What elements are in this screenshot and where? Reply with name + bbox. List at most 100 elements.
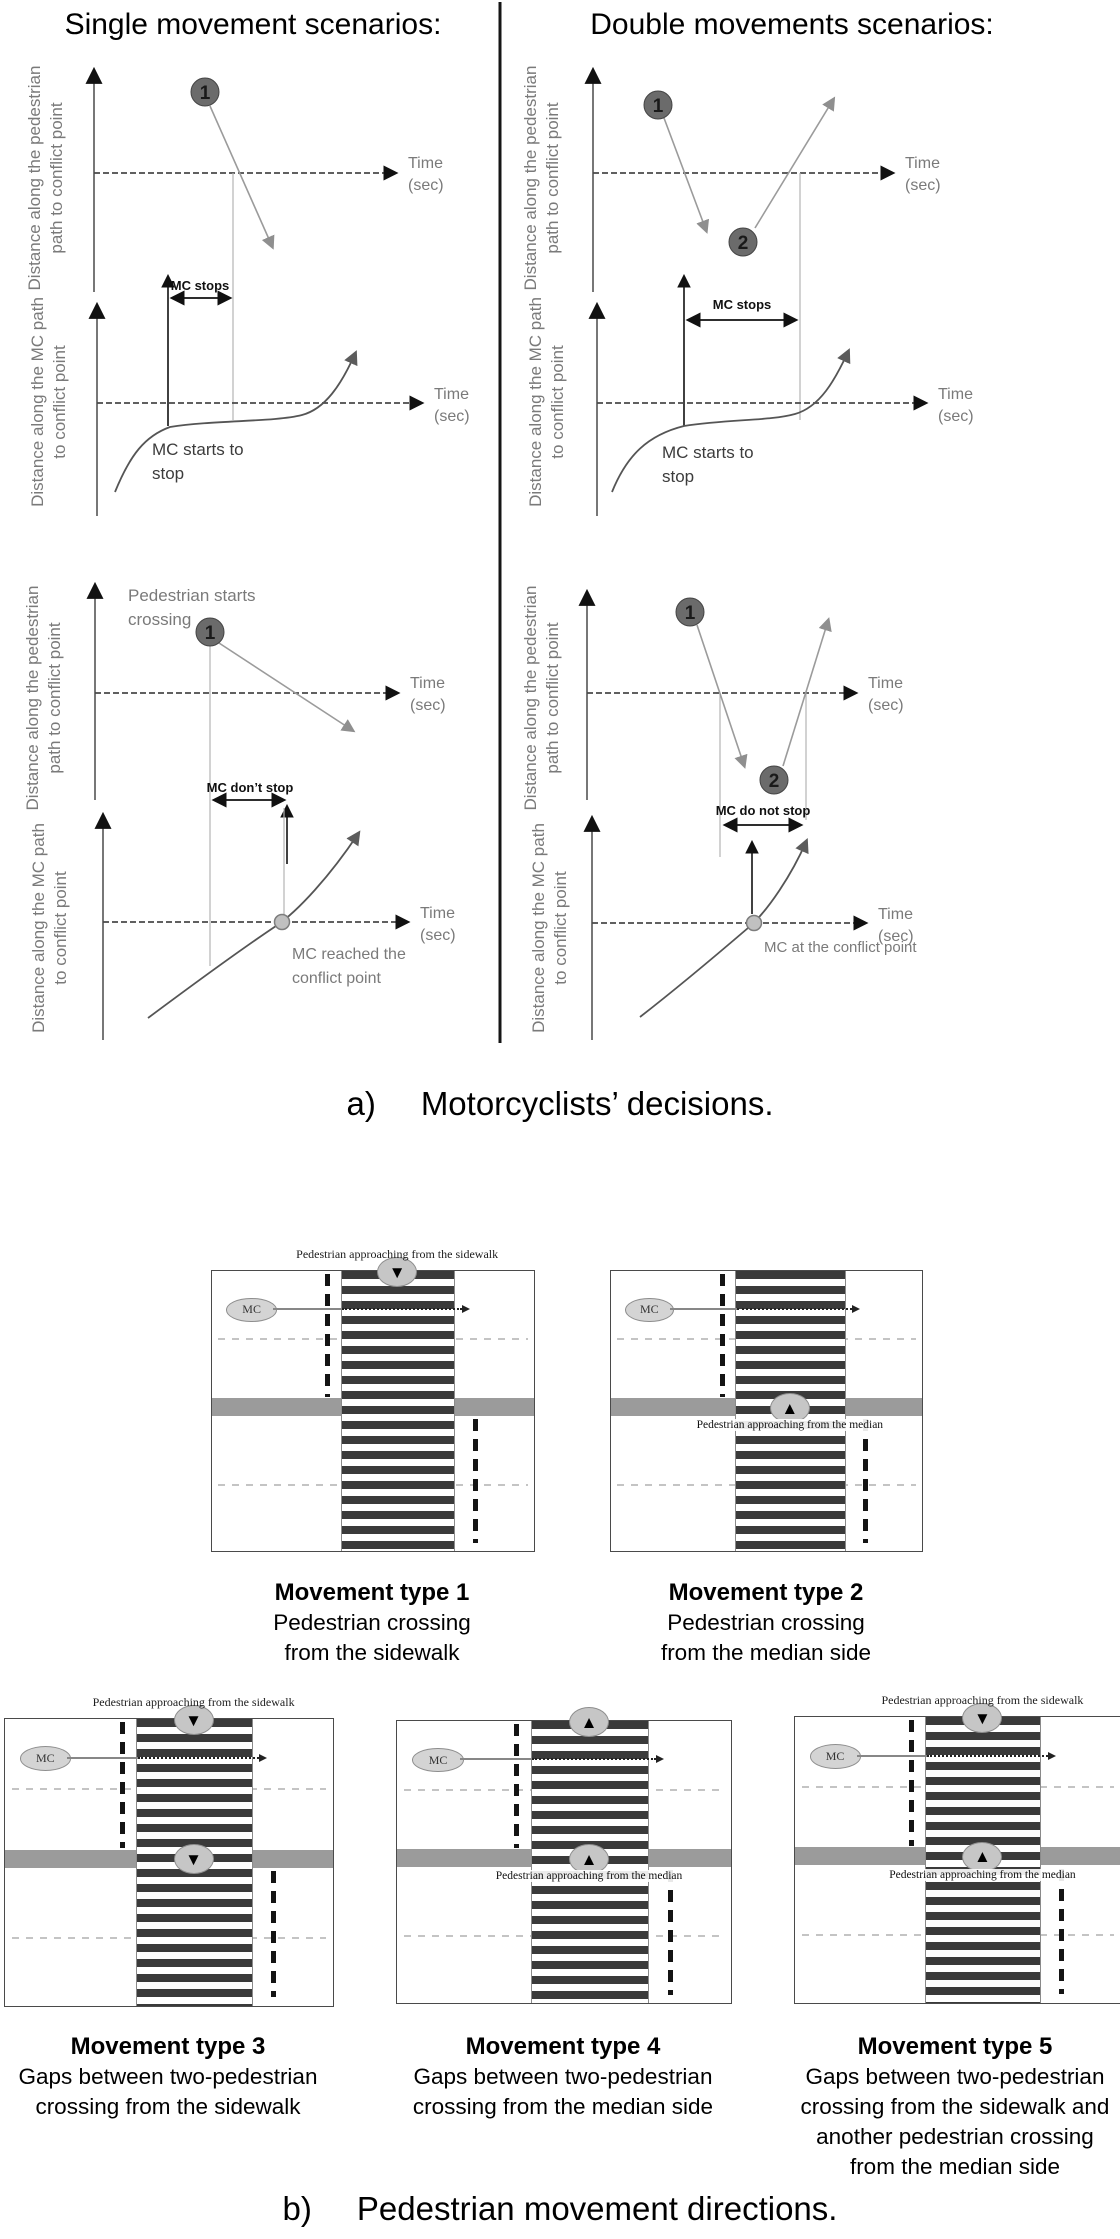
y-axis-label: Distance along the MC path: [529, 823, 548, 1033]
mc-path-dotted: [342, 1307, 462, 1310]
caption-line: from the median side: [849, 2154, 1061, 2179]
pedestrian-starts-label: Pedestrian starts: [128, 586, 256, 605]
mc-arrow-icon: [259, 1753, 268, 1762]
caption-b: b) Pedestrian movement directions.: [0, 2190, 1120, 2228]
mc-stops-label: MC stops: [713, 297, 772, 312]
single-mc-panel-1: Distance along the MC path to conflict p…: [28, 297, 470, 516]
y-axis-label: Distance along the pedestrian: [25, 66, 44, 291]
road-diagram-type-3: Pedestrian approaching from the sidewalk…: [4, 1695, 334, 2007]
road-diagram-type-5: Pedestrian approaching from the sidewalk…: [794, 1693, 1120, 2004]
mc-reached-label: MC reached the: [292, 946, 406, 963]
y-axis-label: to conflict point: [51, 871, 70, 985]
caption-line: another pedestrian crossing: [816, 2124, 1094, 2149]
y-axis-label: path to conflict point: [47, 102, 66, 253]
pedestrian-1-trajectory: [218, 642, 356, 733]
down-triangle-icon: ▼: [974, 1708, 991, 1728]
time-label: Time: [408, 155, 443, 172]
caption-a-index: a): [346, 1085, 376, 1122]
up-triangle-icon: ▲: [580, 1849, 598, 1869]
y-axis-label: path to conflict point: [45, 622, 64, 773]
y-axis-label: to conflict point: [548, 345, 567, 459]
caption-b-text: Pedestrian movement directions.: [356, 2190, 838, 2227]
time-label: Time: [938, 386, 973, 403]
mc-arrow-icon: [461, 1304, 470, 1313]
y-axis-label: Distance along the pedestrian: [521, 586, 540, 811]
time-label: Time: [878, 906, 913, 923]
single-scenarios-title: Single movement scenarios:: [65, 8, 442, 41]
mc-dont-stop-label: MC don’t stop: [207, 780, 294, 795]
pedestrian-starts-label: crossing: [128, 610, 191, 629]
movement-type-title: Movement type 4: [465, 2033, 661, 2060]
pedestrian-1-marker: [675, 597, 705, 627]
y-axis-label: Distance along the MC path: [526, 297, 545, 507]
stop-line-dashed: [719, 1273, 725, 1397]
pedestrian-marker-top: ▼: [173, 1705, 214, 1735]
pedestrian-1-number: 1: [205, 623, 216, 644]
mc-do-not-stop-label: MC do not stop: [716, 803, 811, 818]
pedestrian-2-trajectory: [754, 96, 836, 229]
stop-line-dashed: [270, 1871, 276, 1998]
pedestrian-marker-top: ▼: [377, 1257, 418, 1287]
mc-stop-trajectory-curve: [114, 350, 358, 493]
mc-no-stop-trajectory-curve: [147, 830, 361, 1019]
mc-label: MC: [428, 1752, 448, 1767]
y-axis-label: to conflict point: [551, 871, 570, 985]
time-unit-label: (sec): [410, 697, 446, 714]
y-axis-label: Distance along the MC path: [29, 823, 48, 1033]
sidewalk-approach-label: Pedestrian approaching from the sidewalk: [296, 1247, 499, 1261]
road-diagram-type-4: MC ▲ ▲ Pedestrian approaching from the m…: [396, 1707, 732, 2004]
mc-ellipse: MC: [19, 1746, 71, 1772]
caption-b-index: b): [282, 2190, 312, 2227]
caption-line: Pedestrian crossing: [273, 1610, 471, 1635]
movement-type-title: Movement type 1: [274, 1579, 470, 1606]
pedestrian-1-trajectory: [209, 105, 275, 250]
movement-type-title: Movement type 3: [70, 2033, 266, 2060]
pedestrian-2-marker: [728, 227, 758, 257]
pedestrian-marker-median: ▼: [173, 1844, 214, 1875]
single-mc-panel-2: Distance along the MC path to conflict p…: [29, 811, 456, 1040]
pedestrian-2-number: 2: [738, 233, 749, 254]
caption-line: from the sidewalk: [284, 1640, 460, 1665]
time-label: Time: [410, 675, 445, 692]
stop-line-dashed: [472, 1419, 478, 1543]
pedestrian-marker-median: ▲: [769, 1393, 810, 1424]
time-label: Time: [868, 675, 903, 692]
stop-line-dashed: [667, 1870, 673, 1995]
caption-line: Gaps between two-pedestrian: [18, 2064, 318, 2089]
conflict-point-dot: [273, 913, 291, 931]
caption-line: crossing from the sidewalk: [35, 2094, 301, 2119]
mc-arrow-icon: [655, 1755, 664, 1764]
pedestrian-2-marker: [759, 765, 789, 795]
road-diagram-type-2: MC ▲ Pedestrian approaching from the med…: [610, 1270, 923, 1552]
time-unit-label: (sec): [878, 928, 914, 945]
median-approach-label: Pedestrian approaching from the median: [828, 1868, 1120, 1881]
time-unit-label: (sec): [905, 177, 941, 194]
pedestrian-marker-median: ▲: [569, 1844, 610, 1875]
down-triangle-icon: ▼: [185, 1710, 202, 1730]
pedestrian-1-marker: [195, 617, 225, 647]
mc-no-stop-trajectory-curve: [639, 838, 809, 1018]
caption-line: from the median side: [660, 1640, 872, 1665]
double-pedestrian-panel-1: Distance along the pedestrian path to co…: [521, 66, 941, 426]
movement-type-5-caption: Movement type 5 Gaps between two-pedestr…: [788, 2032, 1120, 2182]
median-approach-text: Pedestrian approaching from the median: [493, 1870, 685, 1883]
mc-stop-trajectory-curve: [611, 348, 851, 493]
pedestrian-1-marker: [190, 77, 220, 107]
pedestrian-1-number: 1: [685, 603, 696, 624]
down-triangle-icon: ▼: [185, 1849, 202, 1869]
movement-type-title: Movement type 2: [668, 1579, 864, 1606]
mc-label: MC: [639, 1302, 659, 1317]
double-pedestrian-panel-2: Distance along the pedestrian path to co…: [521, 586, 904, 857]
sidewalk-approach-label: Pedestrian approaching from the sidewalk: [881, 1693, 1084, 1707]
movement-type-3-caption: Movement type 3 Gaps between two-pedestr…: [0, 2032, 342, 2122]
time-unit-label: (sec): [434, 408, 470, 425]
time-unit-label: (sec): [938, 408, 974, 425]
pedestrian-1-number: 1: [653, 96, 664, 117]
mc-path-dotted: [736, 1307, 853, 1310]
mc-ellipse: MC: [809, 1744, 861, 1770]
mc-arrow-icon: [852, 1304, 861, 1313]
caption-a: a) Motorcyclists’ decisions.: [0, 1085, 1120, 1123]
y-axis-label: path to conflict point: [543, 102, 562, 253]
mc-ellipse: MC: [412, 1747, 465, 1773]
motorcyclist-decision-charts: Single movement scenarios: Double moveme…: [23, 2, 994, 1043]
